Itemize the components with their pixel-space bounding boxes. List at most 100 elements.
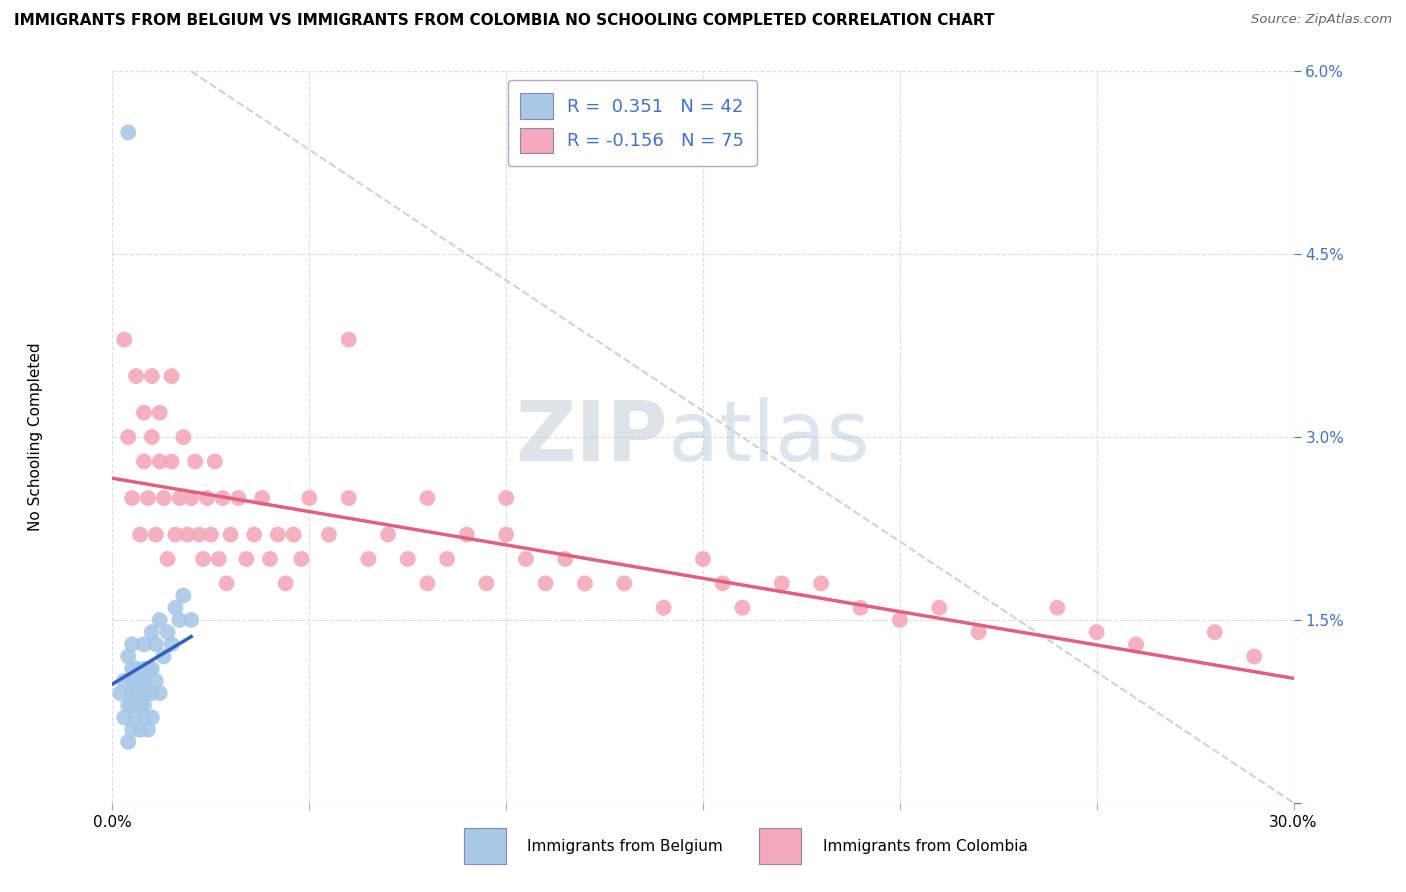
Point (141, 662, 163, 676)
Point (112, 710, 135, 724)
Point (129, 698, 152, 713)
Point (250, 491, 273, 505)
Point (180, 613, 202, 627)
Point (125, 710, 148, 724)
Point (117, 430, 139, 444)
Point (967, 625, 990, 640)
Point (141, 710, 163, 724)
Point (129, 673, 152, 688)
Point (534, 576, 557, 591)
FancyBboxPatch shape (759, 828, 801, 863)
Point (152, 491, 174, 505)
Point (165, 600, 187, 615)
Point (731, 600, 754, 615)
Point (613, 576, 636, 591)
Point (515, 552, 537, 566)
Point (208, 552, 231, 566)
Point (121, 637, 143, 651)
Point (132, 454, 155, 468)
Point (243, 527, 266, 541)
Point (160, 369, 183, 384)
Point (160, 637, 183, 651)
Point (692, 552, 714, 566)
Point (267, 527, 290, 541)
Point (141, 625, 163, 640)
Point (117, 698, 139, 713)
Point (810, 576, 832, 591)
Text: Immigrants from Colombia: Immigrants from Colombia (823, 838, 1028, 854)
Point (149, 406, 172, 420)
Point (160, 454, 183, 468)
Point (228, 491, 250, 505)
Point (219, 527, 242, 541)
Point (1085, 625, 1108, 640)
Point (456, 527, 478, 541)
Point (117, 125, 139, 139)
Point (110, 686, 132, 700)
Point (396, 552, 419, 566)
Text: No Schooling Completed: No Schooling Completed (28, 343, 42, 532)
Point (172, 430, 194, 444)
Point (889, 613, 911, 627)
Point (125, 686, 148, 700)
Point (132, 406, 155, 420)
Point (416, 491, 439, 505)
Point (145, 673, 167, 688)
Point (145, 637, 167, 651)
Point (416, 576, 439, 591)
Point (318, 527, 340, 541)
Point (132, 710, 155, 724)
Point (156, 552, 179, 566)
Point (136, 662, 159, 676)
Point (290, 552, 312, 566)
Point (121, 491, 143, 505)
Point (436, 552, 458, 566)
Point (1046, 600, 1069, 615)
Point (495, 527, 517, 541)
Point (149, 613, 172, 627)
Point (849, 600, 872, 615)
Point (211, 491, 233, 505)
Point (191, 552, 214, 566)
Point (1125, 637, 1147, 651)
Point (184, 454, 207, 468)
Point (121, 723, 143, 737)
Point (117, 735, 139, 749)
Point (176, 527, 198, 541)
Point (1243, 649, 1265, 664)
Point (121, 698, 143, 713)
Point (169, 491, 191, 505)
Point (125, 369, 148, 384)
Text: IMMIGRANTS FROM BELGIUM VS IMMIGRANTS FROM COLOMBIA NO SCHOOLING COMPLETED CORRE: IMMIGRANTS FROM BELGIUM VS IMMIGRANTS FR… (14, 13, 994, 29)
Point (298, 491, 321, 505)
Point (117, 649, 139, 664)
Point (129, 723, 152, 737)
Point (554, 552, 576, 566)
Point (235, 552, 257, 566)
Text: Source: ZipAtlas.com: Source: ZipAtlas.com (1251, 13, 1392, 27)
Text: ZIP: ZIP (515, 397, 668, 477)
Point (136, 723, 159, 737)
Point (259, 552, 281, 566)
Point (188, 527, 211, 541)
FancyBboxPatch shape (464, 828, 506, 863)
Legend: R =  0.351   N = 42, R = -0.156   N = 75: R = 0.351 N = 42, R = -0.156 N = 75 (508, 80, 756, 166)
Point (180, 491, 202, 505)
Point (152, 649, 174, 664)
Point (112, 333, 135, 347)
Point (132, 698, 155, 713)
Point (475, 576, 498, 591)
Point (141, 686, 163, 700)
Point (711, 576, 734, 591)
Point (132, 637, 155, 651)
Text: atlas: atlas (668, 397, 869, 477)
Point (149, 686, 172, 700)
Point (132, 673, 155, 688)
Point (1204, 625, 1226, 640)
Point (495, 491, 517, 505)
Point (136, 686, 159, 700)
Point (357, 552, 380, 566)
Point (200, 527, 222, 541)
Point (136, 491, 159, 505)
Point (283, 527, 305, 541)
